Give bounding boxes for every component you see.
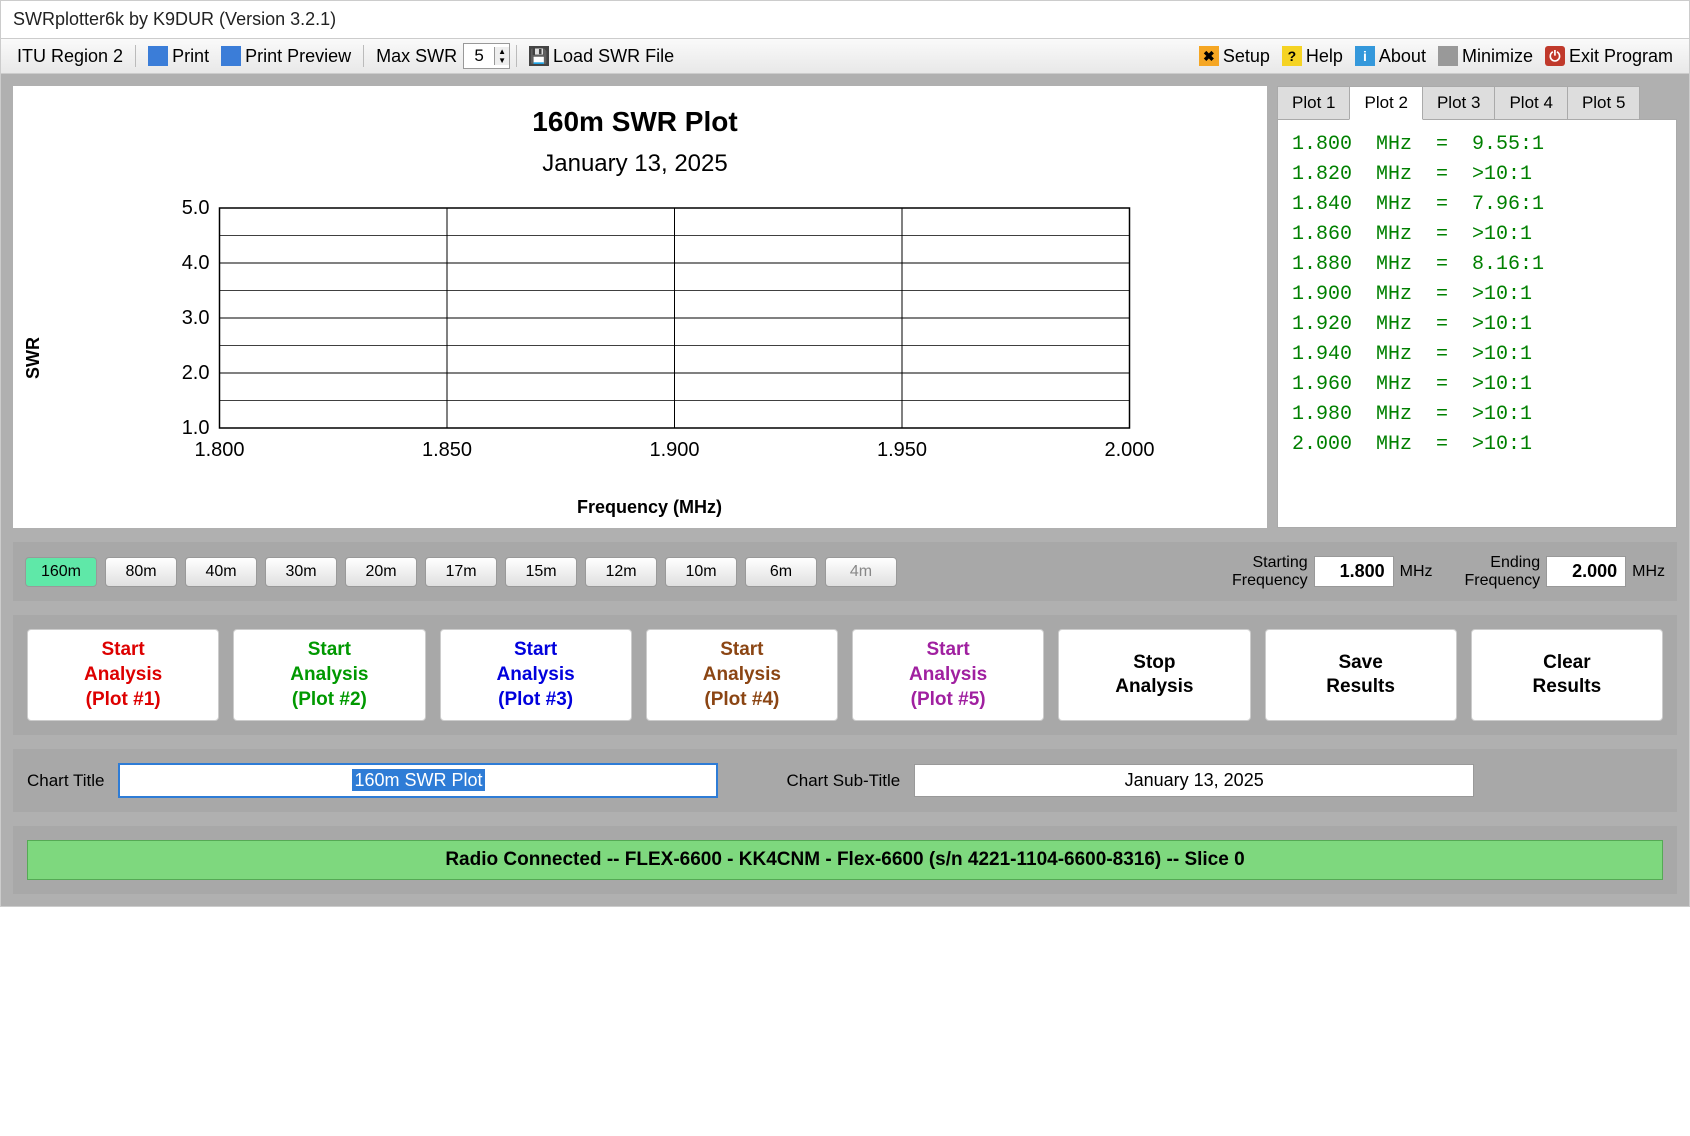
help-button[interactable]: ?Help <box>1276 44 1349 69</box>
print-preview-button[interactable]: Print Preview <box>215 44 357 69</box>
window-title: SWRplotter6k by K9DUR (Version 3.2.1) <box>1 1 1689 38</box>
print-icon <box>148 46 168 66</box>
action-button-2[interactable]: StartAnalysis(Plot #3) <box>440 629 632 721</box>
main-area: 160m SWR Plot January 13, 2025 SWR 5.0 4.… <box>1 74 1689 906</box>
setup-button[interactable]: ✖Setup <box>1193 44 1276 69</box>
chart-title-label: Chart Title <box>27 771 104 791</box>
svg-text:1.900: 1.900 <box>649 439 699 461</box>
reading-line: 1.800 MHz = 9.55:1 <box>1292 130 1662 160</box>
band-button-80m[interactable]: 80m <box>105 557 177 587</box>
tab-plot-4[interactable]: Plot 4 <box>1494 86 1567 120</box>
band-button-20m[interactable]: 20m <box>345 557 417 587</box>
about-button[interactable]: iAbout <box>1349 44 1432 69</box>
band-button-15m[interactable]: 15m <box>505 557 577 587</box>
minimize-icon <box>1438 46 1458 66</box>
max-swr-input[interactable] <box>464 44 494 68</box>
tab-plot-5[interactable]: Plot 5 <box>1567 86 1640 120</box>
chart-grid: 5.0 4.0 3.0 2.0 1.01.800 1.850 1.900 1.950 2.000 <box>52 198 1247 488</box>
spinner-down[interactable]: ▼ <box>494 56 509 65</box>
chart-subtitle: January 13, 2025 <box>23 150 1247 178</box>
band-button-4m[interactable]: 4m <box>825 557 897 587</box>
band-button-12m[interactable]: 12m <box>585 557 657 587</box>
itu-region-button[interactable]: ITU Region 2 <box>11 44 129 69</box>
title-row: Chart Title 160m SWR Plot Chart Sub-Titl… <box>13 749 1677 812</box>
band-button-17m[interactable]: 17m <box>425 557 497 587</box>
action-button-7[interactable]: ClearResults <box>1471 629 1663 721</box>
print-preview-icon <box>221 46 241 66</box>
exit-button[interactable]: ⏻Exit Program <box>1539 44 1679 69</box>
reading-line: 1.840 MHz = 7.96:1 <box>1292 190 1662 220</box>
disk-icon: 💾 <box>529 46 549 66</box>
plot-tabs: Plot 1Plot 2Plot 3Plot 4Plot 5 <box>1277 86 1677 120</box>
max-swr-spinner[interactable]: ▲▼ <box>463 43 510 69</box>
status-row: Radio Connected -- FLEX-6600 - KK4CNM - … <box>13 826 1677 894</box>
reading-line: 2.000 MHz = >10:1 <box>1292 430 1662 460</box>
action-button-1[interactable]: StartAnalysis(Plot #2) <box>233 629 425 721</box>
end-freq-value[interactable]: 2.000 <box>1546 556 1626 587</box>
band-button-160m[interactable]: 160m <box>25 557 97 587</box>
band-button-6m[interactable]: 6m <box>745 557 817 587</box>
band-button-10m[interactable]: 10m <box>665 557 737 587</box>
toolbar: ITU Region 2 Print Print Preview Max SWR… <box>1 38 1689 74</box>
start-freq-value[interactable]: 1.800 <box>1314 556 1394 587</box>
spinner-up[interactable]: ▲ <box>494 47 509 56</box>
chart-panel: 160m SWR Plot January 13, 2025 SWR 5.0 4.… <box>13 86 1267 528</box>
svg-text:5.0: 5.0 <box>182 198 210 219</box>
status-bar: Radio Connected -- FLEX-6600 - KK4CNM - … <box>27 840 1663 880</box>
tab-plot-2[interactable]: Plot 2 <box>1349 86 1422 120</box>
end-freq-unit: MHz <box>1632 563 1665 581</box>
tab-plot-1[interactable]: Plot 1 <box>1277 86 1350 120</box>
action-button-4[interactable]: StartAnalysis(Plot #5) <box>852 629 1044 721</box>
action-button-6[interactable]: SaveResults <box>1265 629 1457 721</box>
reading-line: 1.860 MHz = >10:1 <box>1292 220 1662 250</box>
chart-subtitle-label: Chart Sub-Title <box>786 771 900 791</box>
plot-area: 5.0 4.0 3.0 2.0 1.01.800 1.850 1.900 1.950 2.000… <box>52 198 1247 518</box>
band-button-30m[interactable]: 30m <box>265 557 337 587</box>
svg-text:1.850: 1.850 <box>422 439 472 461</box>
print-button[interactable]: Print <box>142 44 215 69</box>
action-button-0[interactable]: StartAnalysis(Plot #1) <box>27 629 219 721</box>
chart-title-input[interactable]: 160m SWR Plot <box>118 763 718 798</box>
load-file-button[interactable]: 💾Load SWR File <box>523 44 680 69</box>
minimize-button[interactable]: Minimize <box>1432 44 1539 69</box>
setup-icon: ✖ <box>1199 46 1219 66</box>
tab-plot-3[interactable]: Plot 3 <box>1422 86 1495 120</box>
svg-text:3.0: 3.0 <box>182 307 210 329</box>
end-freq-label: EndingFrequency <box>1465 554 1541 589</box>
svg-text:1.0: 1.0 <box>182 417 210 439</box>
svg-text:2.000: 2.000 <box>1104 439 1154 461</box>
svg-text:4.0: 4.0 <box>182 252 210 274</box>
y-axis-label: SWR <box>23 337 44 379</box>
reading-line: 1.980 MHz = >10:1 <box>1292 400 1662 430</box>
side-panel: Plot 1Plot 2Plot 3Plot 4Plot 5 1.800 MHz… <box>1277 86 1677 528</box>
band-row: 160m 80m 40m 30m 20m 17m 15m 12m 10m 6m 4m Startin… <box>13 542 1677 601</box>
svg-text:2.0: 2.0 <box>182 362 210 384</box>
reading-line: 1.900 MHz = >10:1 <box>1292 280 1662 310</box>
about-icon: i <box>1355 46 1375 66</box>
swr-readings-list[interactable]: 1.800 MHz = 9.55:11.820 MHz = >10:11.840… <box>1277 119 1677 528</box>
start-freq-label: StartingFrequency <box>1232 554 1308 589</box>
app-window: SWRplotter6k by K9DUR (Version 3.2.1) IT… <box>0 0 1690 907</box>
action-button-3[interactable]: StartAnalysis(Plot #4) <box>646 629 838 721</box>
reading-line: 1.960 MHz = >10:1 <box>1292 370 1662 400</box>
svg-text:1.950: 1.950 <box>877 439 927 461</box>
max-swr-label: Max SWR <box>370 44 463 69</box>
band-button-40m[interactable]: 40m <box>185 557 257 587</box>
x-axis-label: Frequency (MHz) <box>52 497 1247 518</box>
exit-icon: ⏻ <box>1545 46 1565 66</box>
reading-line: 1.880 MHz = 8.16:1 <box>1292 250 1662 280</box>
chart-subtitle-input[interactable]: January 13, 2025 <box>914 764 1474 797</box>
reading-line: 1.920 MHz = >10:1 <box>1292 310 1662 340</box>
help-icon: ? <box>1282 46 1302 66</box>
reading-line: 1.940 MHz = >10:1 <box>1292 340 1662 370</box>
chart-title: 160m SWR Plot <box>23 106 1247 138</box>
svg-text:1.800: 1.800 <box>194 439 244 461</box>
action-button-5[interactable]: StopAnalysis <box>1058 629 1250 721</box>
start-freq-unit: MHz <box>1400 563 1433 581</box>
reading-line: 1.820 MHz = >10:1 <box>1292 160 1662 190</box>
action-row: StartAnalysis(Plot #1)StartAnalysis(Plot… <box>13 615 1677 735</box>
